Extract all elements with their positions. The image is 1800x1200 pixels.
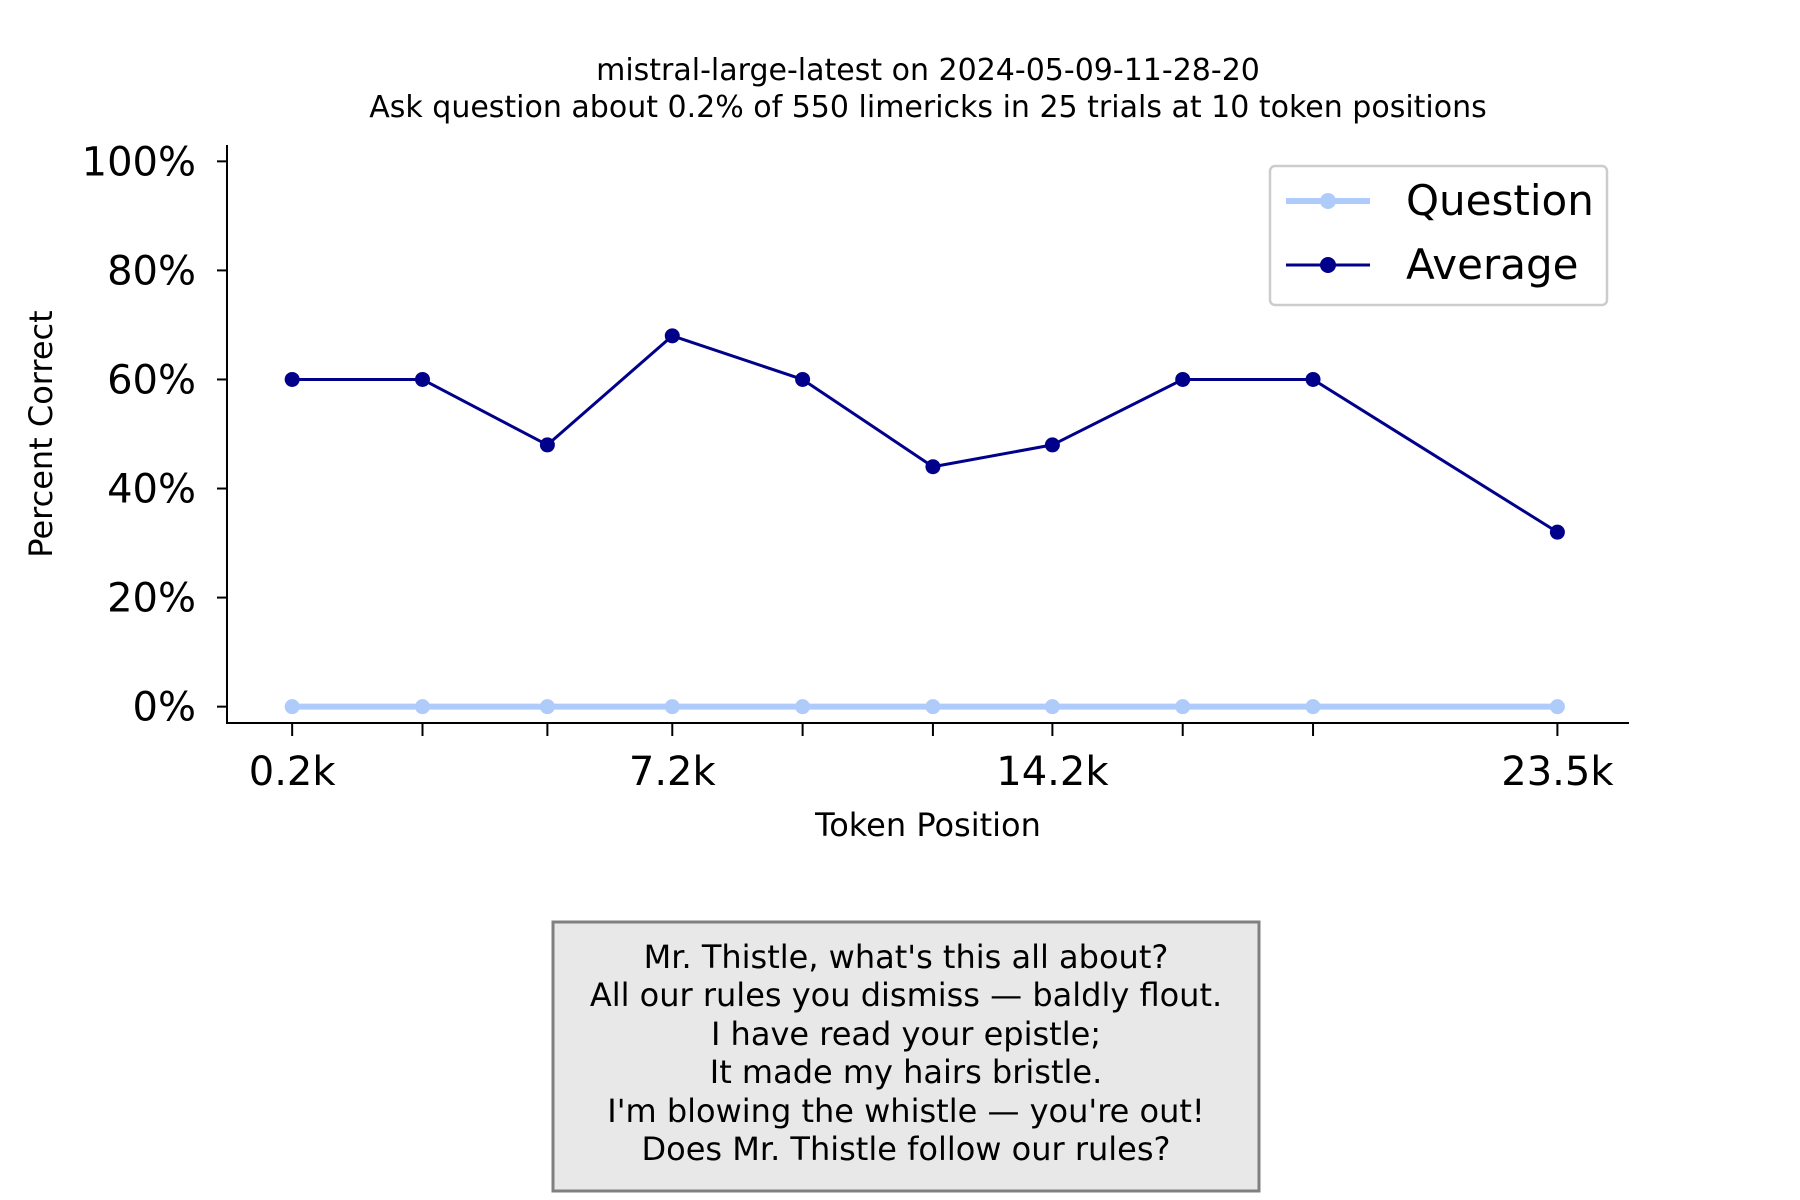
limerick-box: Mr. Thistle, what's this all about? All … [551,920,1261,1193]
limerick-line: It made my hairs bristle. [710,1053,1103,1091]
data-point-question [1175,699,1191,715]
data-point-question [1549,699,1565,715]
x-tick-label: 7.2k [629,749,717,795]
legend-label-question: Question [1406,176,1594,225]
series-layer [284,328,1565,715]
data-point-average [1549,524,1565,540]
x-tick-label: 14.2k [996,749,1109,795]
legend-marker-average [1320,257,1336,273]
y-axis-ticks: 0% 20% 40% 60% 80% 100% [82,139,227,731]
x-axis-ticks: 0.2k 7.2k 14.2k 23.5k [249,723,1614,795]
legend-marker-question [1320,193,1336,209]
data-point-question [1044,699,1060,715]
data-point-question [664,699,680,715]
limerick-line: Mr. Thistle, what's this all about? [644,938,1169,976]
y-tick-label: 40% [107,467,196,513]
legend-label-average: Average [1406,240,1578,289]
y-tick-label: 60% [107,357,196,403]
x-tick-label: 23.5k [1501,749,1614,795]
data-point-average [1044,437,1060,453]
data-point-question [539,699,555,715]
chart-subtitle: Ask question about 0.2% of 550 limericks… [369,90,1487,125]
limerick-line: I have read your epistle; [711,1015,1101,1053]
data-point-question [925,699,941,715]
data-point-average [1305,371,1321,387]
y-axis-label: Percent Correct [22,310,60,557]
data-point-average [664,328,680,344]
data-point-question [284,699,300,715]
limerick-line: All our rules you dismiss — baldly flout… [590,976,1222,1014]
data-point-average [539,437,555,453]
data-point-average [925,459,941,475]
y-tick-label: 80% [107,248,196,294]
limerick-box-background [551,920,1261,1193]
data-point-average [795,371,811,387]
data-point-question [795,699,811,715]
x-axis-label: Token Position [814,806,1041,844]
limerick-question: Does Mr. Thistle follow our rules? [641,1130,1170,1168]
data-point-average [1175,371,1191,387]
data-point-average [414,371,430,387]
series-line-average [292,334,1559,534]
legend: Question Average [1268,164,1609,307]
data-point-question [1305,699,1321,715]
data-point-average [284,371,300,387]
y-tick-label: 20% [107,576,196,622]
data-point-question [414,699,430,715]
chart-title: mistral-large-latest on 2024-05-09-11-28… [596,53,1260,88]
x-tick-label: 0.2k [249,749,337,795]
limerick-line: I'm blowing the whistle — you're out! [607,1092,1205,1130]
y-tick-label: 0% [133,685,196,731]
y-tick-label: 100% [82,139,196,185]
